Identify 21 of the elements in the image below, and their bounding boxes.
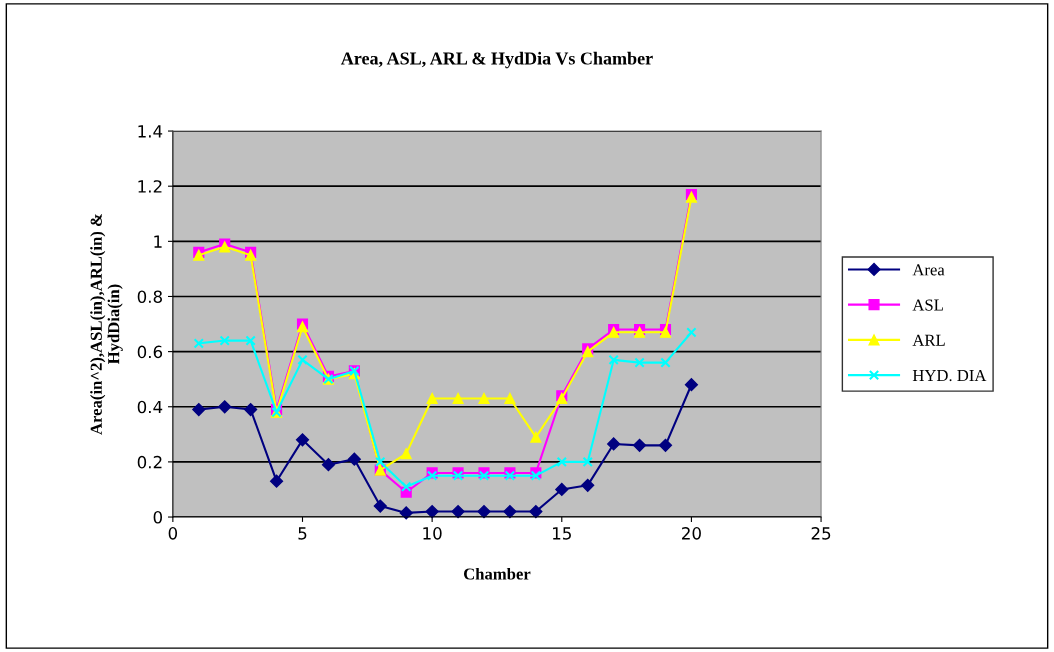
y-tick-label: 0.8 — [137, 290, 162, 304]
y-tick-label: 0 — [153, 511, 163, 524]
chart-title: Area, ASL, ARL & HydDia Vs Chamber — [340, 51, 653, 69]
y-tick-label: 0.2 — [137, 455, 162, 469]
legend-label: ASL — [912, 299, 943, 311]
x-tick-label: 0 — [168, 527, 178, 540]
y-tick-label: 1.2 — [138, 180, 162, 193]
y-axis-title: Area(in^2),ASL(in),ARL(in) & HydDia(in) — [90, 213, 123, 435]
legend-label: Area — [912, 264, 945, 276]
y-tick-label: 1 — [154, 235, 162, 248]
y-tick-label: 0.4 — [137, 400, 163, 414]
x-tick-label: 20 — [682, 527, 701, 540]
x-tick-label: 5 — [298, 527, 307, 540]
x-tick-label: 10 — [423, 527, 442, 540]
y-tick-label: 1.4 — [138, 125, 163, 138]
y-tick-label: 0.6 — [137, 345, 163, 359]
x-tick-label: 15 — [553, 527, 571, 540]
x-axis-title: Chamber — [463, 567, 531, 580]
legend-label: ARL — [912, 334, 945, 346]
x-tick-label: 25 — [811, 527, 831, 540]
legend-label: HYD. DIA — [912, 369, 987, 382]
